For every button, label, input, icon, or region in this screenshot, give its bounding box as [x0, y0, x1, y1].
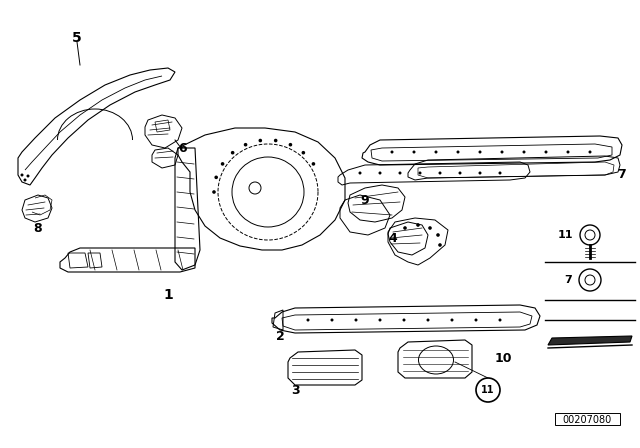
Circle shape [589, 151, 591, 154]
Circle shape [212, 190, 216, 194]
Circle shape [403, 319, 406, 322]
Circle shape [214, 176, 218, 179]
Circle shape [522, 151, 525, 154]
Circle shape [221, 162, 225, 166]
Circle shape [438, 243, 442, 247]
Text: 11: 11 [481, 385, 495, 395]
Polygon shape [548, 336, 632, 345]
Circle shape [435, 151, 438, 154]
Circle shape [312, 162, 316, 166]
Circle shape [419, 172, 422, 175]
Circle shape [24, 178, 26, 181]
Text: 4: 4 [388, 232, 397, 245]
Circle shape [399, 172, 401, 175]
Circle shape [436, 233, 440, 237]
Circle shape [438, 172, 442, 175]
Circle shape [458, 172, 461, 175]
Circle shape [428, 226, 432, 230]
Text: 10: 10 [494, 352, 512, 365]
Circle shape [259, 139, 262, 142]
Text: 11: 11 [557, 230, 573, 240]
Circle shape [231, 151, 234, 155]
Text: 7: 7 [618, 168, 627, 181]
Text: 9: 9 [361, 194, 369, 207]
Circle shape [244, 143, 248, 146]
Text: 5: 5 [72, 31, 82, 45]
Circle shape [358, 172, 362, 175]
Circle shape [301, 151, 305, 155]
Circle shape [426, 319, 429, 322]
Circle shape [416, 223, 420, 227]
Circle shape [403, 226, 407, 230]
Circle shape [20, 173, 24, 177]
Bar [555, 413, 620, 425]
Circle shape [479, 172, 481, 175]
Circle shape [499, 172, 502, 175]
Circle shape [307, 319, 310, 322]
Circle shape [355, 319, 358, 322]
Circle shape [26, 175, 29, 177]
Circle shape [390, 151, 394, 154]
Circle shape [474, 319, 477, 322]
Text: 8: 8 [34, 221, 42, 234]
Text: 6: 6 [179, 142, 188, 155]
Circle shape [545, 151, 547, 154]
Circle shape [330, 319, 333, 322]
Text: 2: 2 [276, 329, 284, 343]
Circle shape [451, 319, 454, 322]
Text: 7: 7 [564, 275, 572, 285]
Circle shape [378, 319, 381, 322]
Circle shape [378, 172, 381, 175]
Circle shape [456, 151, 460, 154]
Text: 3: 3 [291, 383, 300, 396]
Circle shape [500, 151, 504, 154]
Circle shape [289, 143, 292, 146]
Circle shape [499, 319, 502, 322]
Text: 1: 1 [163, 288, 173, 302]
Circle shape [479, 151, 481, 154]
Circle shape [413, 151, 415, 154]
Text: 00207080: 00207080 [563, 415, 612, 425]
Circle shape [566, 151, 570, 154]
Circle shape [274, 139, 278, 142]
